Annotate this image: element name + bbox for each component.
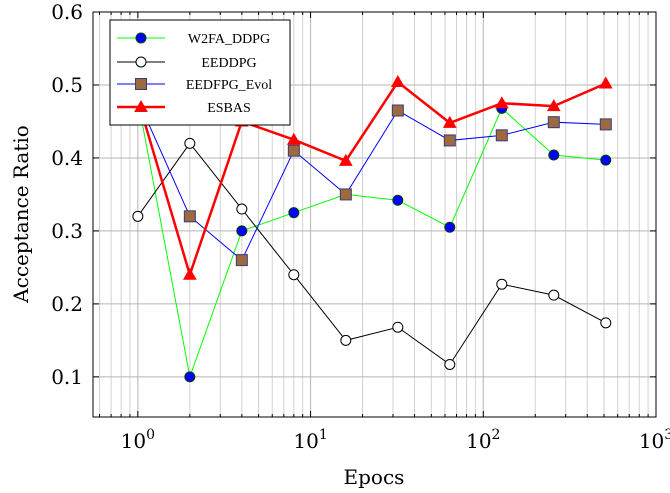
data-point [547,116,560,129]
y-axis-label: Acceptance Ratio [9,125,33,304]
legend-label: EEDDPG [201,56,256,71]
data-point [600,317,612,329]
data-point [390,75,405,88]
data-point [134,99,148,112]
data-point [443,134,456,147]
legend-label: ESBAS [207,101,251,116]
y-tick-label: 0.5 [51,73,83,97]
plot-frame [92,11,657,418]
data-point [135,32,147,44]
data-point [548,289,560,301]
data-point [546,99,561,112]
data-point [340,334,352,346]
data-point [135,56,147,68]
data-point [182,267,197,280]
data-point [135,78,147,90]
data-point [184,371,196,383]
data-point [236,203,248,215]
data-point [287,144,300,157]
y-tick-label: 0.6 [51,0,83,24]
series-line [136,80,607,279]
data-point [444,221,456,233]
data-point [392,321,404,333]
data-point [496,278,508,290]
y-tick-label: 0.2 [51,292,83,316]
y-tick-label: 0.1 [51,365,83,389]
tick-labels: 0.1 0.2 0.3 0.4 0.5 0.6 100 101 102 103 [51,0,670,453]
data-point [600,154,612,166]
axis-ticks [93,11,657,417]
series-line [137,99,606,379]
y-tick-label: 0.4 [51,146,83,170]
data-point [494,96,509,109]
data-point [548,149,560,161]
legend-label: EEDFPG_Evol [186,78,272,93]
series-line [137,142,607,366]
data-point [288,269,300,281]
y-tick-label: 0.3 [51,219,83,243]
x-tick-label: 100 [121,427,155,453]
data-point [183,210,196,223]
data-point [339,188,352,201]
data-point [599,118,612,131]
data-point [235,254,248,267]
legend-label: W2FA_DDPG [188,32,270,47]
data-point [132,210,144,222]
series-line [137,99,606,261]
data-point [598,76,613,89]
data-point [442,115,457,128]
x-axis-label: Epocs [344,465,405,489]
data-point [392,194,404,206]
data-point [495,129,508,142]
data-point [184,137,196,149]
data-point [444,358,456,370]
x-tick-label: 102 [466,427,500,453]
x-tick-label: 101 [293,427,327,453]
data-point [338,153,353,166]
data-point [286,132,301,145]
data-point [391,104,404,117]
legend: W2FA_DDPG EEDDPG EEDFPG_Evol ESBAS [109,19,291,126]
series-eeddpg [132,137,612,370]
x-tick-label: 103 [639,427,670,453]
data-point [236,225,248,237]
data-point [288,207,300,219]
